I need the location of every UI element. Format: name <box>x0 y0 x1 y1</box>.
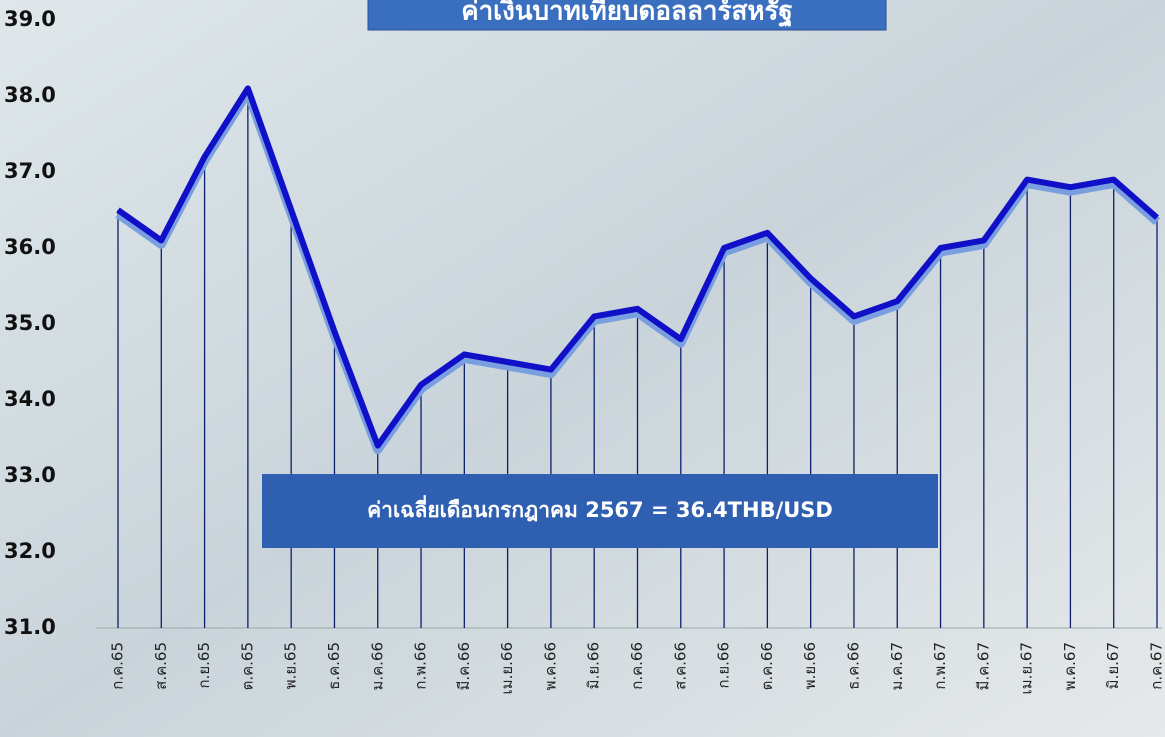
y-tick-label: 36.0 <box>4 235 56 259</box>
series-line <box>116 85 1159 449</box>
x-tick-label: ส.ค.65 <box>152 642 170 690</box>
x-tick-label: พ.ย.66 <box>801 642 819 689</box>
x-tick-label: ก.ค.65 <box>109 642 127 690</box>
y-tick-label: 39.0 <box>4 7 56 31</box>
x-tick-label: พ.ย.65 <box>282 642 300 689</box>
y-tick-label: 31.0 <box>4 615 56 639</box>
title-box <box>367 0 887 31</box>
y-tick-label: 38.0 <box>4 83 56 107</box>
x-tick-label: มี.ค.67 <box>974 642 992 691</box>
x-tick-label: ต.ค.65 <box>238 642 256 690</box>
x-tick-label: เม.ย.67 <box>1018 642 1036 694</box>
x-tick-label: ก.ย.65 <box>195 642 213 689</box>
y-tick-label: 33.0 <box>4 463 56 487</box>
x-tick-label: ต.ค.66 <box>758 642 776 690</box>
x-tick-label: พ.ค.66 <box>541 642 559 691</box>
y-tick-label: 34.0 <box>4 387 56 411</box>
y-tick-label: 35.0 <box>4 311 56 335</box>
x-tick-label: ธ.ค.65 <box>325 642 343 690</box>
x-tick-label: มิ.ย.67 <box>1104 642 1122 689</box>
x-tick-label: เม.ย.66 <box>498 642 516 694</box>
annotation: ค่าเฉลี่ยเดือนกรกฎาคม 2567 = 36.4THB/USD <box>367 494 833 522</box>
x-tick-label: พ.ค.67 <box>1061 642 1079 691</box>
x-tick-label: มิ.ย.66 <box>585 642 603 689</box>
x-tick-label: ก.ค.66 <box>628 642 646 690</box>
x-tick-label: ส.ค.66 <box>671 642 689 690</box>
x-tick-label: มี.ค.66 <box>455 642 473 691</box>
y-tick-label: 37.0 <box>4 159 56 183</box>
chart-title: ค่าเงินบาทเทียบดอลลาร์สหรัฐ <box>461 0 793 29</box>
x-tick-label: ม.ค.67 <box>888 642 906 691</box>
x-tick-label: ก.ค.67 <box>1148 642 1165 690</box>
x-tick-label: ก.พ.66 <box>412 642 430 690</box>
x-tick-label: ก.พ.67 <box>931 642 949 690</box>
x-tick-label: ก.ย.66 <box>715 642 733 689</box>
annotation-box <box>262 474 938 548</box>
x-tick-label: ธ.ค.66 <box>844 642 862 690</box>
y-tick-label: 32.0 <box>4 539 56 563</box>
x-tick-label: ม.ค.66 <box>368 642 386 691</box>
